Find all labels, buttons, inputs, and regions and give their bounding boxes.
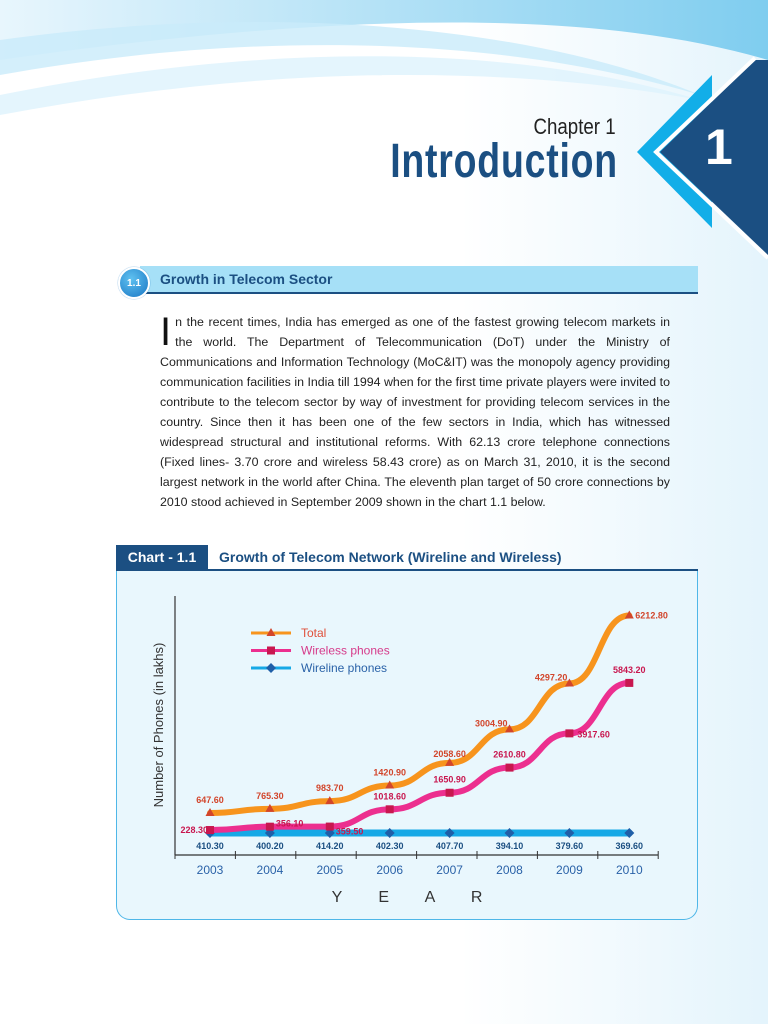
section-number-badge: 1.1: [118, 267, 150, 299]
square-marker: [325, 822, 334, 831]
data-label: 369.60: [616, 841, 644, 851]
data-label: 402.30: [376, 841, 404, 851]
drop-cap: I: [160, 310, 172, 354]
x-axis-label: Y E A R: [332, 889, 499, 906]
data-label: 400.20: [256, 841, 284, 851]
section-header-bar: [140, 266, 698, 294]
series-line-total: [207, 612, 633, 817]
chapter-number: 1: [705, 119, 733, 175]
chart-title: Growth of Telecom Network (Wireline and …: [219, 549, 562, 565]
data-label: 1420.90: [373, 768, 406, 778]
legend-label: Total: [301, 626, 326, 640]
x-tick-label: 2010: [616, 863, 643, 877]
data-label: 1650.90: [433, 775, 466, 785]
data-label: 4297.20: [535, 672, 568, 682]
x-tick-label: 2007: [436, 863, 463, 877]
y-axis-label: Number of Phones (in lakhs): [151, 643, 166, 808]
diamond-marker: [504, 828, 515, 838]
triangle-marker: [266, 628, 276, 636]
triangle-marker: [505, 724, 514, 733]
data-label: 359.50: [336, 827, 364, 837]
triangle-marker: [205, 808, 215, 817]
triangle-marker: [265, 803, 275, 812]
header-swoosh-background: [0, 0, 768, 260]
diamond-marker: [564, 828, 575, 838]
triangle-marker: [325, 796, 335, 805]
x-tick-label: 2004: [257, 863, 284, 877]
square-marker: [565, 729, 574, 738]
triangle-marker: [385, 780, 395, 789]
diamond-marker: [384, 828, 395, 838]
data-label: 6212.80: [635, 610, 668, 620]
x-tick-label: 2008: [496, 863, 523, 877]
chart-tag: Chart - 1.1: [116, 545, 208, 569]
data-label: 5843.20: [613, 665, 646, 675]
section-title: Growth in Telecom Sector: [160, 271, 333, 287]
x-tick-label: 2009: [556, 863, 583, 877]
square-marker: [206, 826, 214, 835]
x-tick-label: 2006: [376, 863, 403, 877]
data-label: 2058.60: [433, 749, 466, 759]
data-label: 394.10: [496, 841, 524, 851]
square-marker: [265, 822, 274, 831]
data-label: 983.70: [316, 783, 344, 793]
data-label: 228.30: [180, 825, 208, 835]
data-label: 379.60: [556, 841, 584, 851]
triangle-marker: [445, 757, 455, 766]
data-label: 1018.60: [373, 791, 406, 801]
data-label: 407.70: [436, 841, 464, 851]
data-label: 647.60: [196, 795, 224, 805]
data-label: 3917.60: [577, 729, 610, 739]
chart-box: [116, 571, 698, 920]
data-label: 2610.80: [493, 750, 526, 760]
square-marker: [445, 788, 454, 797]
x-tick-label: 2003: [197, 863, 224, 877]
triangle-marker: [624, 610, 634, 619]
x-tick-label: 2005: [316, 863, 343, 877]
chapter-number-shape: [660, 60, 768, 255]
diamond-marker: [444, 828, 455, 838]
square-marker: [625, 678, 634, 687]
legend-label: Wireline phones: [301, 661, 387, 675]
data-label: 356.10: [276, 819, 304, 829]
legend-label: Wireless phones: [301, 644, 390, 658]
page-title: Introduction: [390, 135, 618, 188]
chapter-label: Chapter 1: [533, 114, 616, 139]
paragraph-text: n the recent times, India has emerged as…: [160, 315, 670, 509]
data-label: 414.20: [316, 841, 344, 851]
data-label: 765.30: [256, 791, 284, 801]
chart-title-rule: [116, 569, 698, 571]
square-marker: [505, 763, 514, 772]
triangle-marker: [564, 678, 574, 687]
square-marker: [267, 646, 275, 655]
data-label: 3004.90: [475, 718, 508, 728]
diamond-marker: [266, 663, 276, 673]
square-marker: [385, 805, 394, 814]
diamond-marker: [624, 828, 635, 838]
data-label: 410.30: [196, 841, 224, 851]
